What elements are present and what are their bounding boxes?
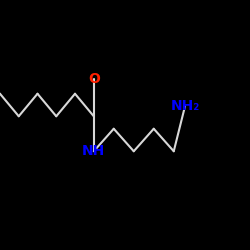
- Text: NH: NH: [82, 144, 106, 158]
- Text: O: O: [88, 72, 100, 86]
- Text: NH₂: NH₂: [170, 99, 200, 113]
